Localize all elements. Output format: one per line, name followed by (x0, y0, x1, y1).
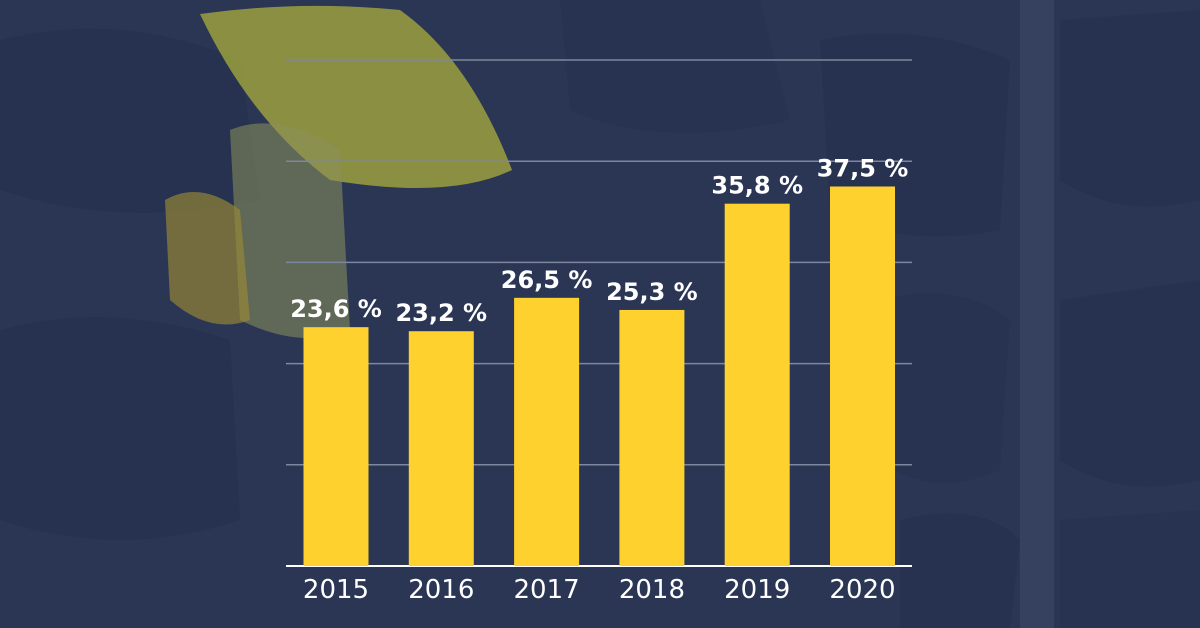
person-shape (230, 123, 350, 338)
bars (303, 186, 895, 567)
x-axis-ticks: 2015 2016 2017 2018 2019 2020 (303, 575, 896, 605)
data-label-2020: 37,5 % (817, 155, 909, 183)
x-tick-2015: 2015 (303, 575, 369, 605)
data-label-2017: 26,5 % (501, 266, 593, 294)
bar-2019 (724, 203, 790, 567)
x-tick-2019: 2019 (724, 575, 790, 605)
x-tick-2020: 2020 (829, 575, 895, 605)
data-label-2019: 35,8 % (711, 172, 803, 200)
x-tick-2018: 2018 (619, 575, 685, 605)
data-label-2016: 23,2 % (395, 299, 487, 327)
x-tick-2016: 2016 (408, 575, 474, 605)
gridlines (286, 59, 912, 567)
backpack-shape (165, 192, 250, 325)
bar-2017 (514, 297, 580, 566)
umbrella-shape (200, 5, 512, 189)
pole (1020, 0, 1054, 628)
bar-2020 (830, 186, 895, 566)
bar-2015 (303, 327, 369, 566)
x-tick-2017: 2017 (514, 575, 580, 605)
bar-2016 (408, 331, 474, 566)
data-label-2015: 23,6 % (290, 295, 382, 323)
data-labels: 23,6 % 23,2 % 26,5 % 25,3 % 35,8 % 37,5 % (290, 155, 908, 328)
bar-2018 (619, 309, 685, 566)
data-label-2018: 25,3 % (606, 278, 698, 306)
